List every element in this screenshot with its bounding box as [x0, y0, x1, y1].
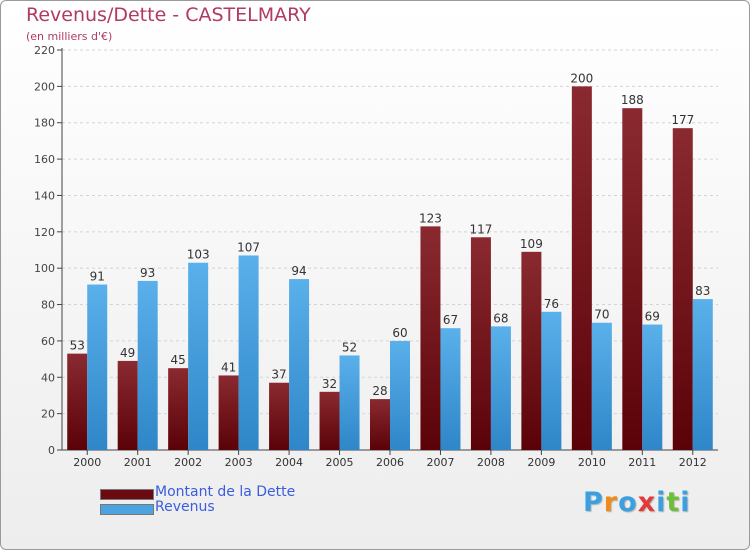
data-label: 37 — [271, 368, 286, 382]
y-tick-label: 160 — [34, 153, 55, 166]
x-tick-label: 2003 — [225, 456, 253, 469]
revenus-bar — [591, 322, 612, 450]
logo-letter: P — [583, 487, 604, 518]
x-tick-label: 2005 — [326, 456, 354, 469]
legend-label-debt: Montant de la Dette — [155, 484, 296, 500]
debt-bar — [470, 237, 491, 450]
chart-subtitle: (en milliers d'€) — [26, 30, 113, 43]
debt-bar — [370, 399, 390, 450]
debt-bar — [521, 251, 542, 450]
debt-bar — [672, 128, 693, 450]
y-tick-label: 220 — [34, 44, 55, 57]
logo-letter: x — [637, 487, 657, 518]
y-tick-label: 120 — [34, 226, 55, 239]
bars — [67, 86, 713, 450]
revenus-bar — [692, 299, 713, 450]
data-label: 68 — [493, 311, 508, 325]
y-tick-label: 80 — [41, 299, 55, 312]
revenus-bar — [188, 262, 209, 450]
revenus-bar — [137, 280, 158, 450]
data-label: 117 — [469, 222, 492, 236]
logo-letter: o — [618, 487, 638, 518]
revenus-bar — [440, 328, 461, 450]
data-label: 123 — [419, 211, 442, 225]
data-label: 200 — [570, 71, 593, 85]
revenus-bar — [289, 279, 310, 450]
y-tick-label: 40 — [41, 371, 55, 384]
data-labels: 53 91 49 93 45 103 41 107 37 94 32 52 28 60 123 67 117 68… — [70, 71, 711, 398]
legend-swatch-revenus — [100, 504, 154, 515]
logo-letter: i — [656, 487, 667, 518]
debt-bar — [420, 226, 441, 450]
data-label: 91 — [90, 270, 105, 284]
data-label: 76 — [544, 297, 559, 311]
x-tick-label: 2008 — [477, 456, 505, 469]
x-tick-label: 2006 — [376, 456, 404, 469]
data-label: 60 — [392, 326, 407, 340]
debt-bar — [67, 353, 88, 450]
data-label: 32 — [322, 377, 337, 391]
revenus-bar — [390, 340, 410, 450]
y-tick-label: 140 — [34, 189, 55, 202]
data-label: 28 — [372, 384, 387, 398]
y-tick-label: 180 — [34, 117, 55, 130]
revenus-bar — [339, 355, 360, 450]
data-label: 83 — [695, 284, 710, 298]
legend-label-revenus: Revenus — [155, 499, 215, 515]
x-tick-label: 2010 — [578, 456, 606, 469]
revenus-bar — [490, 326, 511, 450]
data-label: 52 — [342, 340, 357, 354]
y-tick-label: 0 — [48, 444, 55, 457]
revenus-bar — [541, 311, 562, 450]
debt-bar — [571, 86, 592, 450]
x-tick-label: 2002 — [174, 456, 202, 469]
debt-bar — [218, 375, 239, 450]
y-tick-label: 20 — [41, 408, 55, 421]
x-tick-label: 2004 — [275, 456, 303, 469]
data-label: 67 — [443, 313, 458, 327]
revenus-bar — [642, 324, 663, 450]
data-label: 70 — [594, 308, 609, 322]
logo-letter: t — [666, 487, 681, 518]
debt-bar — [269, 382, 290, 450]
x-tick-label: 2009 — [527, 456, 555, 469]
chart-title: Revenus/Dette - CASTELMARY — [26, 4, 311, 26]
data-label: 188 — [621, 93, 644, 107]
debt-bar — [319, 391, 340, 450]
data-label: 41 — [221, 360, 236, 374]
axes: 0 20 40 60 80 100 120 140 160 180 200 220 2000 2001 20… — [34, 44, 718, 469]
data-label: 107 — [237, 240, 260, 254]
data-label: 109 — [520, 237, 543, 251]
data-label: 94 — [291, 264, 306, 278]
data-label: 177 — [671, 113, 694, 127]
proxiti-logo: Proxiti — [583, 487, 691, 518]
y-tick-label: 60 — [41, 335, 55, 348]
data-label: 49 — [120, 346, 135, 360]
revenus-bar — [87, 284, 108, 450]
x-tick-label: 2007 — [426, 456, 454, 469]
data-label: 53 — [70, 339, 85, 353]
x-tick-label: 2012 — [679, 456, 707, 469]
x-tick-label: 2011 — [628, 456, 656, 469]
x-tick-label: 2001 — [124, 456, 152, 469]
data-label: 45 — [171, 353, 186, 367]
debt-bar — [117, 360, 138, 450]
revenus-bar — [238, 255, 259, 450]
data-label: 93 — [140, 266, 155, 280]
y-tick-label: 100 — [34, 262, 55, 275]
data-label: 69 — [645, 310, 660, 324]
debt-bar — [622, 108, 643, 450]
logo-letter: r — [603, 487, 619, 518]
y-tick-label: 200 — [34, 80, 55, 93]
debt-bar — [168, 368, 189, 450]
legend-swatch-debt — [100, 489, 154, 500]
logo-letter: i — [680, 487, 691, 518]
x-tick-label: 2000 — [73, 456, 101, 469]
data-label: 103 — [187, 248, 210, 262]
